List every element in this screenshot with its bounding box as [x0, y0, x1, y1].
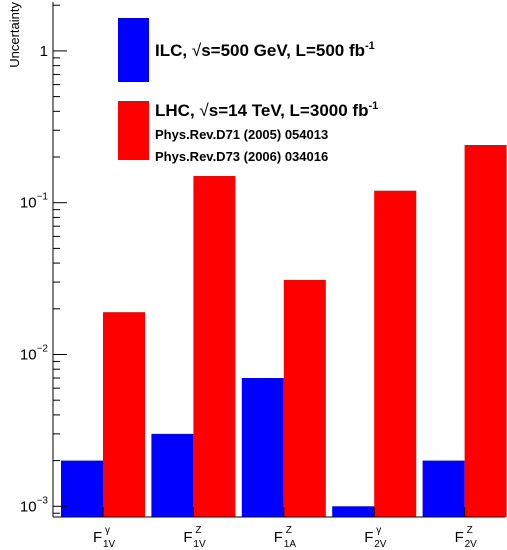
x-category-superscript: Z [195, 525, 201, 536]
x-category-subscript: 1V [103, 539, 116, 550]
legend-label-ilc-radical: √ [192, 41, 202, 60]
x-category-label-2: F Z 1V [183, 525, 206, 550]
bar-lhc-1 [103, 312, 145, 517]
x-category-main: F [455, 529, 464, 546]
axis-layer [52, 2, 505, 518]
legend-swatch-lhc [118, 101, 149, 160]
x-category-superscript: γ [105, 525, 110, 536]
legend-reference-2: Phys.Rev.D73 (2006) 034016 [155, 149, 328, 164]
x-category-superscript: γ [376, 525, 381, 536]
y-tick-label-base: 10 [20, 498, 37, 515]
bars-layer [61, 144, 507, 518]
y-tick-label-base: 10 [20, 346, 37, 363]
y-tick-label-exponent: −1 [37, 192, 49, 203]
x-category-main: F [183, 529, 192, 546]
legend-label-lhc: LHC, √s=14 TeV, L=3000 fb-1 [155, 100, 378, 120]
x-category-main: F [93, 529, 102, 546]
bar-lhc-2 [193, 175, 236, 517]
x-category-label-5: F Z 2V [455, 525, 478, 550]
legend-label-ilc: ILC, √s=500 GeV, L=500 fb-1 [155, 40, 375, 60]
bar-ilc-4 [332, 506, 375, 517]
x-category-main: F [364, 529, 373, 546]
bar-ilc-5 [422, 460, 465, 517]
x-category-main: F [274, 529, 283, 546]
legend-label-ilc-superscript: -1 [365, 40, 375, 52]
x-category-subscript: 1V [193, 539, 206, 550]
y-tick-label-base: 10 [20, 195, 37, 212]
y-tick-label-1: 10−1 [20, 192, 49, 212]
bar-lhc-5 [464, 144, 507, 517]
y-tick-label-3: 10−3 [20, 495, 49, 515]
bar-lhc-3 [283, 279, 326, 517]
bar-ilc-1 [61, 460, 103, 517]
x-category-label-3: F Z 1A [274, 525, 297, 550]
legend-label-lhc-text: s=14 TeV, L=3000 fb [209, 101, 369, 120]
x-category-superscript: Z [286, 525, 292, 536]
legend-reference-1: Phys.Rev.D71 (2005) 054013 [155, 127, 328, 142]
bar-ilc-3 [241, 378, 284, 517]
legend-label-lhc-superscript: -1 [368, 100, 378, 112]
x-category-subscript: 1A [284, 539, 297, 550]
y-tick-label-exponent: −3 [37, 495, 49, 506]
x-category-superscript: Z [467, 525, 473, 536]
x-category-subscript: 2V [374, 539, 387, 550]
bar-ilc-2 [151, 433, 194, 517]
y-tick-label-2: 10−2 [20, 343, 49, 363]
y-axis-title: Uncertainty [7, 2, 22, 68]
y-tick-label-0: 1 [40, 43, 48, 60]
bar-lhc-4 [374, 190, 417, 518]
legend-label-lhc-radical: √ [199, 101, 209, 120]
x-category-subscript: 2V [465, 539, 478, 550]
y-tick-label-base: 1 [40, 43, 48, 60]
legend-label-lhc-prefix: LHC, [155, 101, 199, 120]
legend-label-ilc-text: s=500 GeV, L=500 fb [201, 41, 365, 60]
legend-label-ilc-prefix: ILC, [155, 41, 192, 60]
y-tick-label-exponent: −2 [37, 343, 49, 354]
legend-swatch-ilc [118, 18, 149, 82]
